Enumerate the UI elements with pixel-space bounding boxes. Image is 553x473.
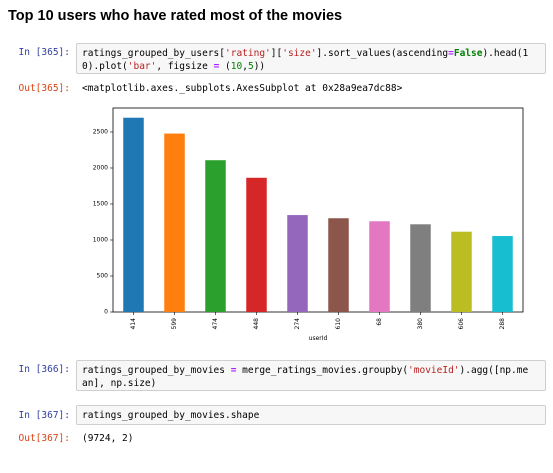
code-line: 0).plot('bar', figsize = (10,5)) — [82, 61, 266, 72]
section-heading: Top 10 users who have rated most of the … — [8, 8, 343, 24]
x-axis-label: userId — [309, 335, 328, 342]
x-tick-label: 606 — [458, 318, 465, 330]
y-tick-label: 2000 — [93, 164, 108, 171]
code-cell-365[interactable]: ratings_grouped_by_users['rating']['size… — [76, 43, 546, 74]
output-text-365: <matplotlib.axes._subplots.AxesSubplot a… — [82, 83, 403, 94]
x-tick-label: 599 — [171, 318, 178, 330]
code-line: ratings_grouped_by_movies = merge_rating… — [82, 365, 529, 376]
y-tick-label: 500 — [97, 272, 109, 279]
bar-user-610 — [328, 218, 349, 312]
bar-user-380 — [410, 224, 431, 312]
x-tick-label: 288 — [499, 318, 506, 330]
bar-user-414 — [123, 117, 144, 312]
x-tick-label: 68 — [376, 318, 383, 326]
bar-user-606 — [451, 231, 472, 312]
output-prompt-365: Out[365]: — [18, 83, 70, 94]
output-text-367: (9724, 2) — [82, 433, 134, 444]
code-cell-366[interactable]: ratings_grouped_by_movies = merge_rating… — [76, 360, 546, 391]
bar-user-274 — [287, 215, 308, 312]
y-tick-label: 2500 — [93, 128, 108, 135]
bar-user-288 — [492, 236, 513, 312]
bar-user-68 — [369, 221, 390, 312]
y-tick-label: 1500 — [93, 200, 108, 207]
x-tick-label: 474 — [212, 318, 219, 330]
code-line: ratings_grouped_by_movies.shape — [82, 410, 260, 421]
x-tick-label: 610 — [335, 318, 342, 330]
y-tick-label: 1000 — [93, 236, 108, 243]
x-tick-label: 274 — [294, 318, 301, 330]
bar-user-599 — [164, 133, 185, 312]
input-prompt-366: In [366]: — [18, 364, 70, 375]
code-cell-367[interactable]: ratings_grouped_by_movies.shape — [76, 405, 546, 425]
bar-user-474 — [205, 160, 226, 312]
code-line: ratings_grouped_by_users['rating']['size… — [82, 48, 529, 59]
input-prompt-365: In [365]: — [18, 47, 70, 58]
x-tick-label: 414 — [130, 318, 137, 330]
code-line: an], np.size) — [82, 378, 157, 389]
x-tick-label: 380 — [417, 318, 424, 330]
bar-user-448 — [246, 177, 267, 312]
output-prompt-367: Out[367]: — [18, 433, 70, 444]
input-prompt-367: In [367]: — [18, 410, 70, 421]
plot-frame — [112, 107, 524, 313]
x-tick-label: 448 — [253, 318, 260, 330]
y-tick-label: 0 — [104, 309, 108, 316]
